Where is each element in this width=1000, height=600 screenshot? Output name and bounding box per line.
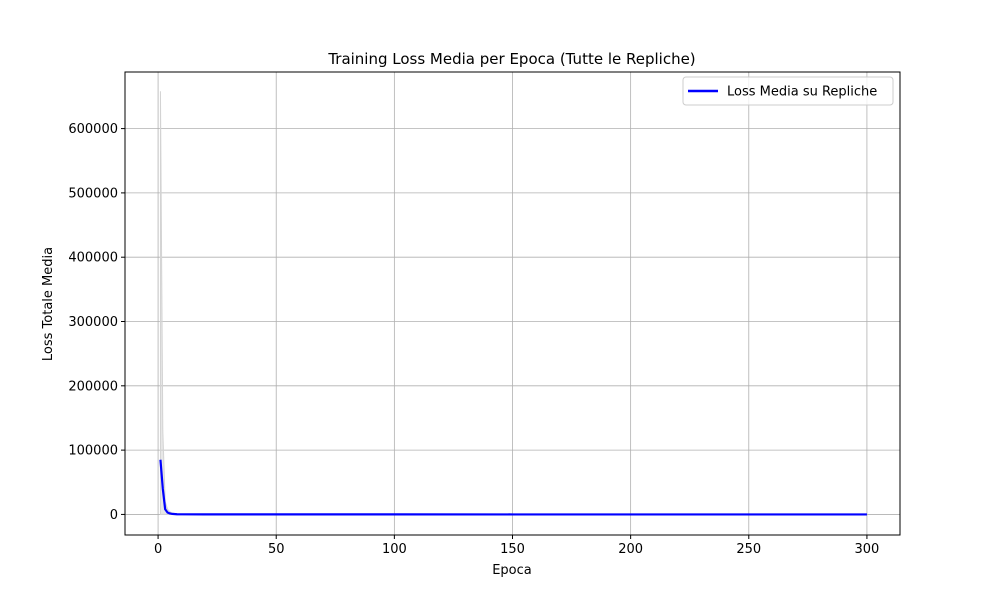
chart-title: Training Loss Media per Epoca (Tutte le …	[327, 50, 695, 68]
y-tick-label: 500000	[68, 186, 118, 201]
legend: Loss Media su Repliche	[682, 76, 894, 106]
x-tick-label: 200	[618, 542, 643, 557]
x-tick-label: 0	[154, 542, 162, 557]
y-axis-ticks: 0 100000 200000 300000 400000 500000 600000	[68, 122, 125, 523]
y-tick-label: 400000	[68, 251, 118, 266]
x-axis-ticks: 0 50 100 150 200 250 300	[154, 535, 879, 557]
x-tick-label: 50	[268, 542, 285, 557]
x-tick-label: 150	[500, 542, 525, 557]
x-axis-title: Epoca	[492, 563, 532, 578]
series-layer	[159, 459, 867, 516]
legend-label: Loss Media su Repliche	[727, 85, 877, 100]
x-tick-label: 100	[382, 542, 407, 557]
y-tick-label: 100000	[68, 444, 118, 459]
y-tick-label: 0	[110, 508, 118, 523]
y-tick-label: 600000	[68, 122, 118, 137]
y-tick-label: 300000	[68, 315, 118, 330]
y-axis-title: Loss Totale Media	[41, 247, 56, 361]
legend-box	[682, 76, 894, 106]
x-tick-label: 300	[855, 542, 880, 557]
y-tick-label: 200000	[68, 379, 118, 394]
series-line-0	[159, 459, 867, 516]
x-tick-label: 250	[736, 542, 761, 557]
